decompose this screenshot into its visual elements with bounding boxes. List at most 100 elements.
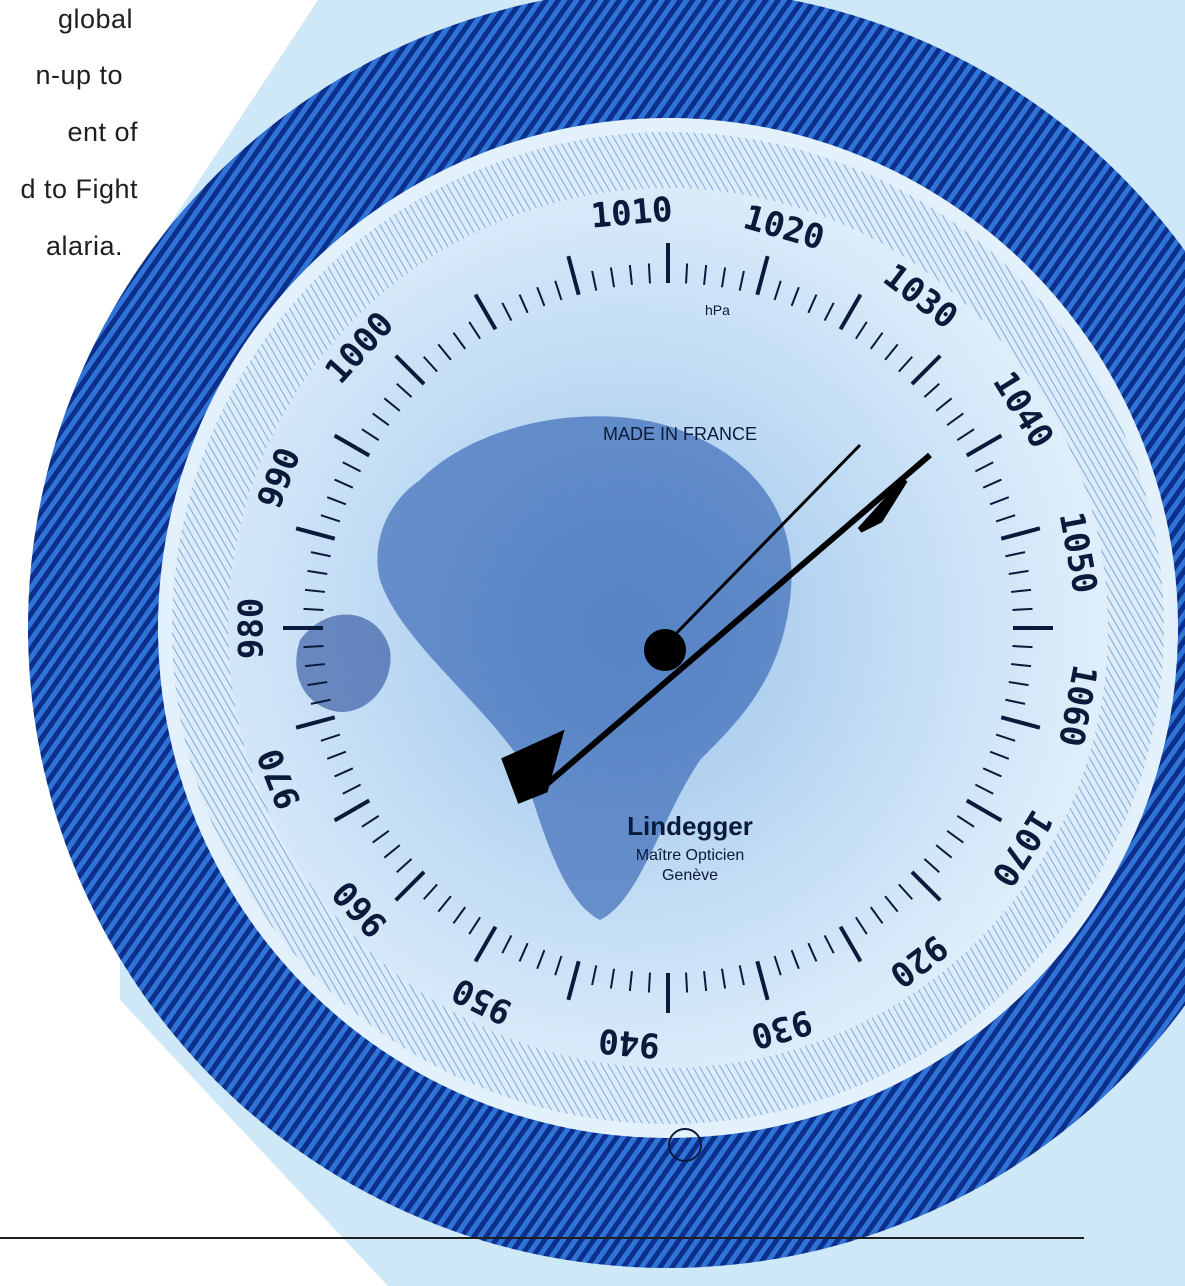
dial-map-shape [377,416,792,920]
scale-tick [383,844,401,859]
text-line: global [57,4,133,34]
scale-tick [304,663,325,668]
scale-tick [982,767,1002,778]
horizontal-rule [0,1237,1084,1239]
unit-text: hPa [705,302,730,318]
scale-tick [773,280,782,301]
scale-tick [956,428,975,441]
scale-tick [566,960,581,1001]
scale-tick [855,321,868,340]
scale-tick [982,478,1002,489]
scale-tick [884,895,899,913]
scale-tick [989,496,1010,506]
scale-tick [609,267,616,288]
text-line: n-up to [35,60,123,90]
scale-tick [720,267,727,288]
scale-tick [685,972,689,993]
scale-label: 1010 [589,190,674,237]
scale-tick [1012,645,1033,649]
scale-tick [452,906,467,924]
scale-tick [923,858,940,873]
scale-tick [1011,588,1032,593]
scale-tick [720,968,727,989]
scale-tick [703,971,708,992]
scale-tick [320,733,341,742]
scale-tick [647,263,651,284]
scale-tick [1005,698,1026,705]
scale-tick [518,294,529,314]
scale-tick [394,870,426,902]
scale-tick [361,428,380,441]
scale-tick [855,916,868,935]
scale-tick [935,844,953,859]
scale-tick [965,433,1003,458]
scale-tick [383,397,401,412]
scale-label: 980 [231,598,271,659]
scale-tick [1012,607,1033,611]
scale-tick [738,270,745,291]
scale-tick [304,588,325,593]
scale-tick [773,955,782,976]
scale-tick [965,798,1003,823]
scale-ticks [283,243,1053,1013]
brand-sub-2: Genève [662,867,718,884]
scale-tick [307,569,328,576]
scale-tick [898,356,913,373]
scale-tick [989,750,1010,760]
scale-tick [554,955,563,976]
scale-tick [501,302,513,322]
scale-tick [807,294,818,314]
scale-tick [956,815,975,828]
scale-tick [591,965,598,986]
scale-tick [838,293,863,331]
scale-tick [518,942,529,962]
scale-tick [342,461,362,473]
scale-tick [437,343,452,361]
scale-tick [946,412,964,427]
scale-tick [310,698,331,705]
scale-tick [1000,526,1041,541]
scale-tick [823,934,835,954]
scale-tick [995,514,1016,523]
scale-tick [334,478,354,489]
scale-tick [326,750,347,760]
scale-tick [320,514,341,523]
scale-tick [473,925,498,963]
scale-tick [554,280,563,301]
scale-tick [501,934,513,954]
scale-tick [437,895,452,913]
scale-tick [869,332,884,350]
scale-tick [823,302,835,322]
scale-tick [884,343,899,361]
scale-tick [536,949,546,970]
scale-tick [628,264,633,285]
scale-tick [738,965,745,986]
scale-tick [334,767,354,778]
scale-tick [755,255,770,296]
scale-tick [396,858,413,873]
text-line: ent of [67,117,138,147]
scale-tick [452,332,467,350]
scale-tick [1008,569,1029,576]
scale-tick [468,321,481,340]
scale-label: 940 [597,1020,662,1066]
scale-tick [307,680,328,687]
scale-tick [333,433,371,458]
scale-tick [685,263,689,284]
scale-tick [790,286,800,307]
scale-tick [974,461,994,473]
center-cap [668,1128,702,1162]
scale-tick [923,383,940,398]
scale-tick [995,733,1016,742]
scale-tick [609,968,616,989]
scale-tick [790,949,800,970]
scale-tick [1005,551,1026,558]
scale-tick [807,942,818,962]
scale-tick [910,354,942,386]
scale-tick [1011,663,1032,668]
needle [501,452,932,804]
scale-tick [703,264,708,285]
scale-tick [303,645,324,649]
scale-tick [372,829,390,844]
